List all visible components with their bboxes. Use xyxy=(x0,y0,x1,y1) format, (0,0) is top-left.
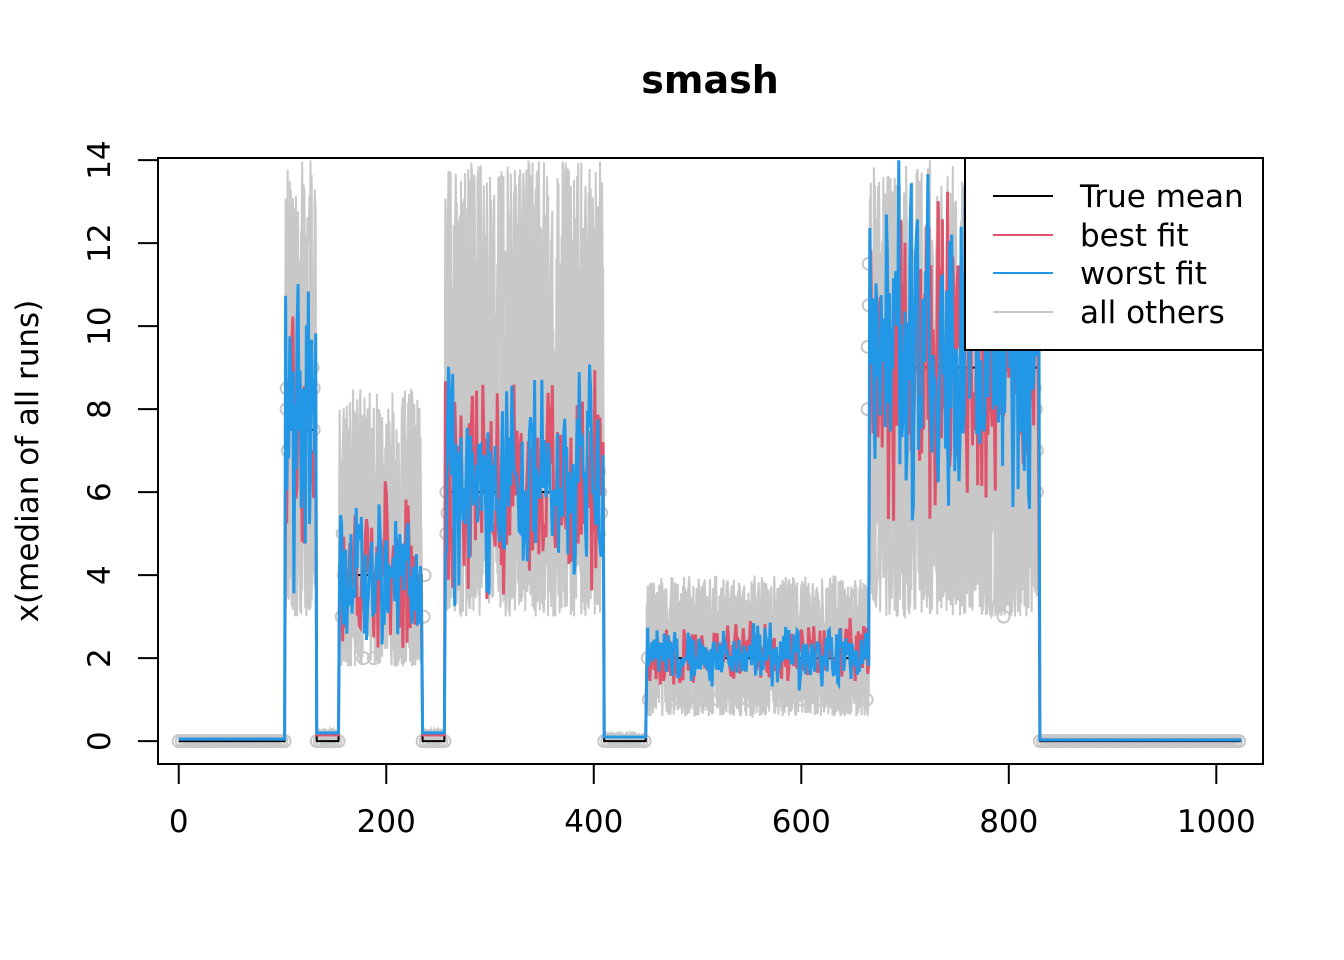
observed-point xyxy=(794,692,809,707)
observed-point xyxy=(711,692,726,707)
y-tick-label: 6 xyxy=(82,482,118,502)
legend-label-true-mean: True mean xyxy=(1079,179,1244,215)
legend-label-all-others: all others xyxy=(1080,295,1225,331)
observed-point xyxy=(835,692,850,707)
observed-point xyxy=(996,609,1011,624)
chart-title: smash xyxy=(641,58,779,102)
worst-fit-line xyxy=(178,160,1242,742)
x-tick-label: 800 xyxy=(979,804,1038,840)
observed-point xyxy=(664,692,679,707)
y-tick-label: 2 xyxy=(82,648,118,668)
x-tick-label: 0 xyxy=(169,804,189,840)
legend-label-best-fit: best fit xyxy=(1080,218,1189,254)
worst-fit-path xyxy=(178,160,1242,742)
observed-point xyxy=(695,692,710,707)
observed-point xyxy=(859,692,874,707)
legend-box xyxy=(964,157,1264,351)
y-tick-label: 10 xyxy=(82,306,118,345)
y-tick-label: 8 xyxy=(82,399,118,419)
observed-point xyxy=(641,692,656,707)
y-axis-label: x(median of all runs) xyxy=(10,300,46,623)
x-tick-label: 1000 xyxy=(1177,804,1256,840)
y-tick-label: 14 xyxy=(82,140,118,179)
observed-point xyxy=(356,651,371,666)
legend-label-worst-fit: worst fit xyxy=(1080,256,1207,292)
y-axis: 0 2 4 6 8 10 12 14 xyxy=(82,140,159,751)
x-tick-label: 200 xyxy=(357,804,416,840)
x-tick-label: 600 xyxy=(772,804,831,840)
x-tick-label: 400 xyxy=(564,804,623,840)
x-axis: 0 200 400 600 800 1000 xyxy=(169,763,1256,840)
observed-point xyxy=(815,692,830,707)
y-tick-label: 12 xyxy=(82,223,118,262)
observed-point xyxy=(773,692,788,707)
observed-point xyxy=(366,651,381,666)
observed-point xyxy=(1001,568,1016,583)
y-tick-label: 0 xyxy=(82,731,118,751)
y-tick-label: 4 xyxy=(82,565,118,585)
observed-point xyxy=(732,692,747,707)
observed-point xyxy=(680,692,695,707)
observed-point xyxy=(752,692,767,707)
legend: True mean best fit worst fit all others xyxy=(964,157,1264,351)
